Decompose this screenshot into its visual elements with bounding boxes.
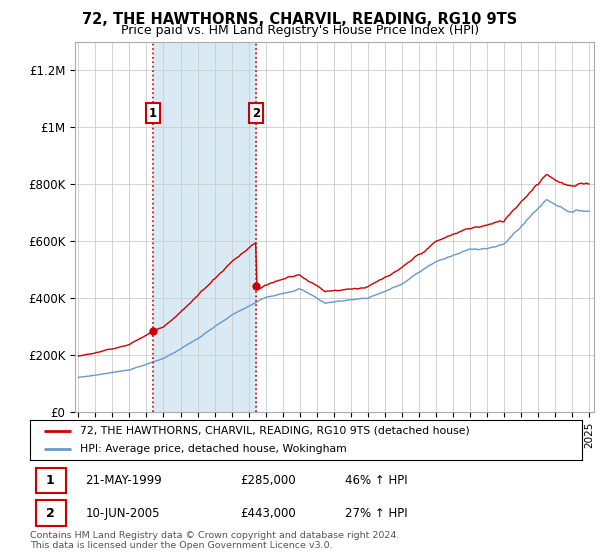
FancyBboxPatch shape <box>35 501 66 526</box>
Text: HPI: Average price, detached house, Wokingham: HPI: Average price, detached house, Woki… <box>80 445 346 454</box>
Text: 10-JUN-2005: 10-JUN-2005 <box>85 507 160 520</box>
Text: Price paid vs. HM Land Registry's House Price Index (HPI): Price paid vs. HM Land Registry's House … <box>121 24 479 37</box>
Text: £443,000: £443,000 <box>240 507 296 520</box>
Text: 46% ↑ HPI: 46% ↑ HPI <box>344 474 407 487</box>
FancyBboxPatch shape <box>35 468 66 493</box>
Text: 1: 1 <box>149 106 157 120</box>
Text: 27% ↑ HPI: 27% ↑ HPI <box>344 507 407 520</box>
Text: 1: 1 <box>46 474 55 487</box>
Text: 2: 2 <box>46 507 55 520</box>
Text: Contains HM Land Registry data © Crown copyright and database right 2024.
This d: Contains HM Land Registry data © Crown c… <box>30 531 400 550</box>
Text: 72, THE HAWTHORNS, CHARVIL, READING, RG10 9TS: 72, THE HAWTHORNS, CHARVIL, READING, RG1… <box>82 12 518 27</box>
Text: £285,000: £285,000 <box>240 474 295 487</box>
Bar <box>153 42 256 412</box>
Text: 72, THE HAWTHORNS, CHARVIL, READING, RG10 9TS (detached house): 72, THE HAWTHORNS, CHARVIL, READING, RG1… <box>80 426 469 436</box>
Text: 2: 2 <box>252 106 260 120</box>
Text: 21-MAY-1999: 21-MAY-1999 <box>85 474 162 487</box>
